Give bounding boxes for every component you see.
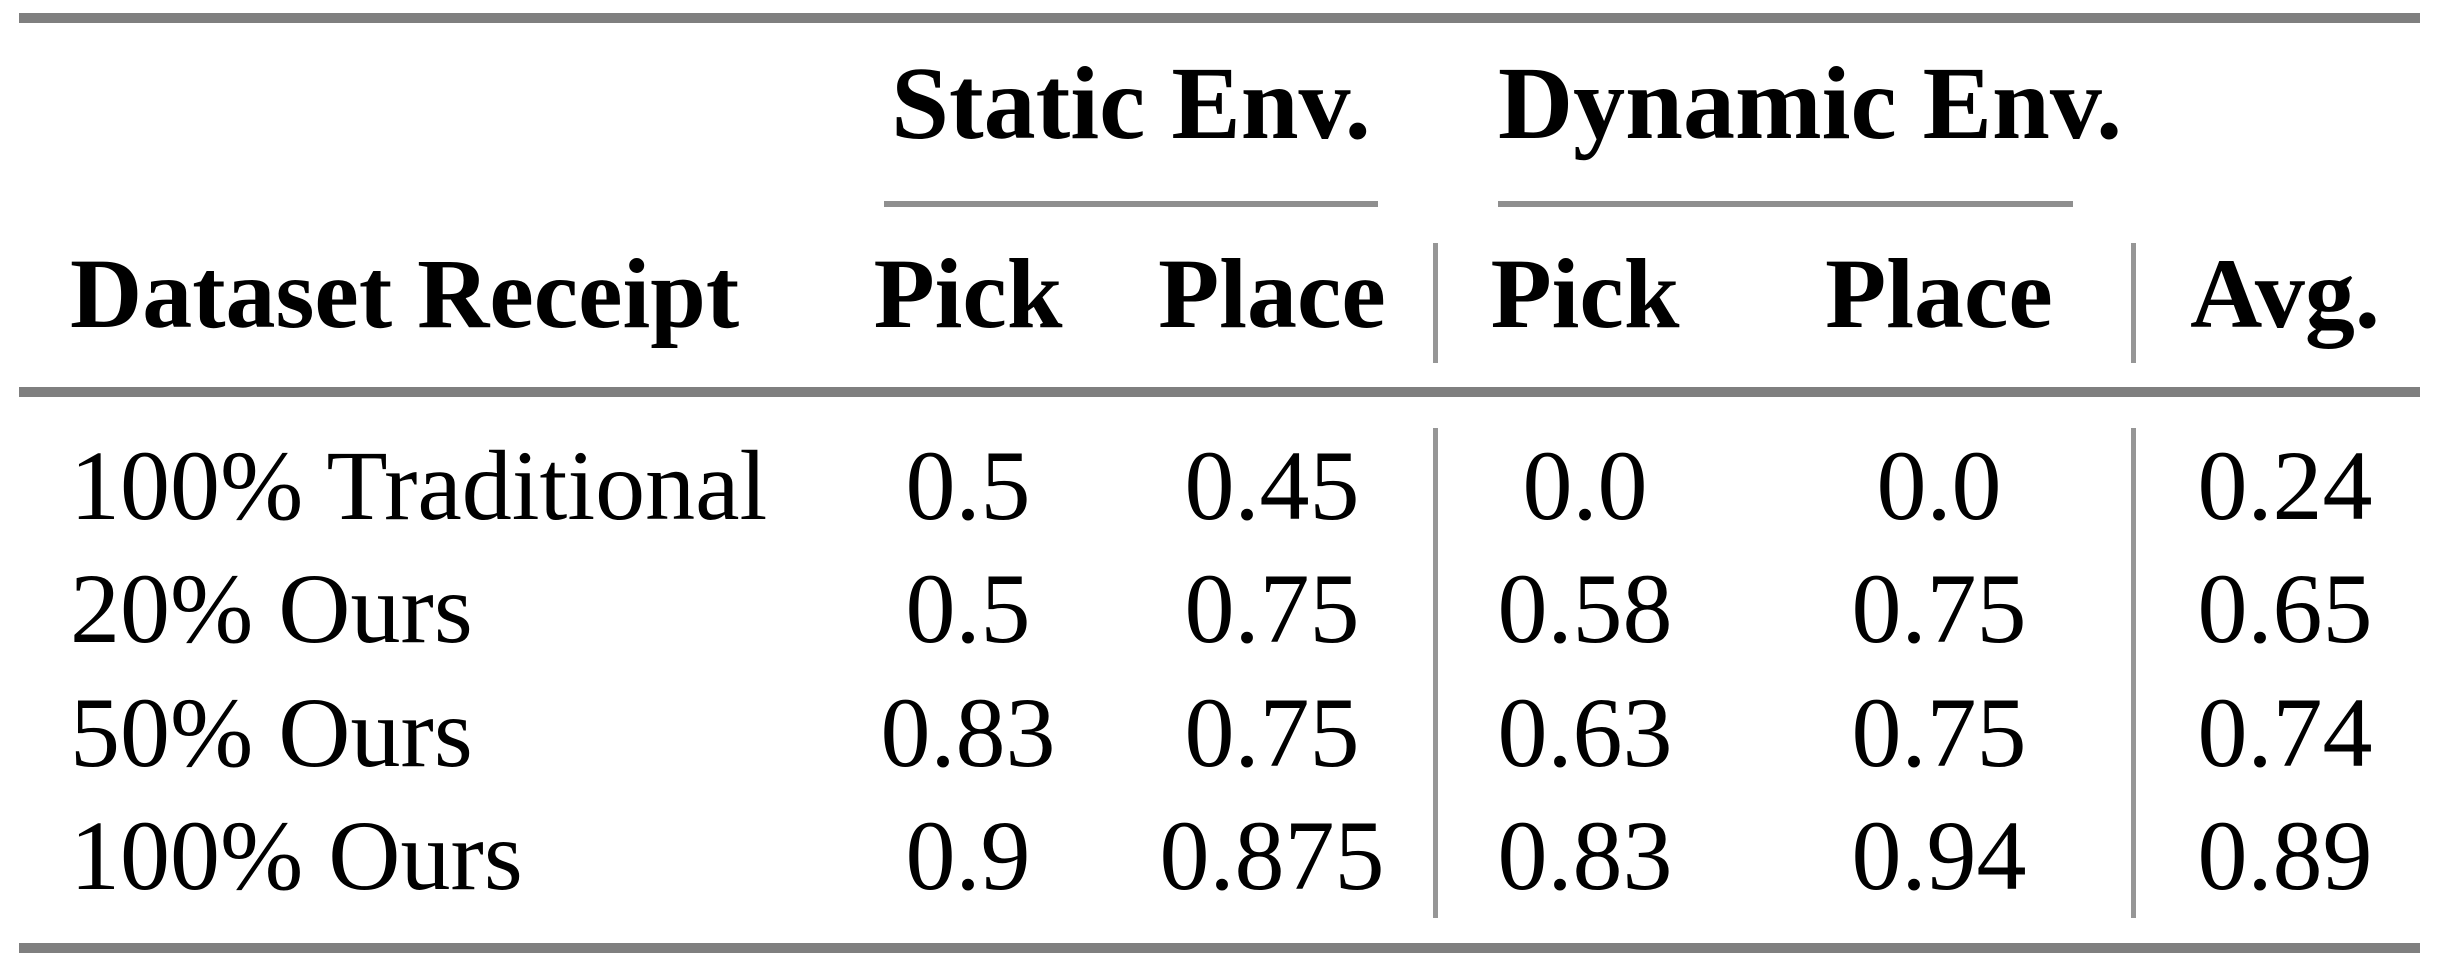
cell-static-place: 0.875 <box>1159 800 1385 911</box>
column-header-dataset-receipt: Dataset Receipt <box>70 238 740 349</box>
cell-dynamic-place: 0.75 <box>1851 677 2027 788</box>
vertical-rule-avg-body <box>2131 428 2136 918</box>
cell-avg: 0.24 <box>2197 430 2373 541</box>
vertical-rule-avg-header <box>2131 243 2136 363</box>
row-label: 50% Ours <box>70 677 473 788</box>
static-env-cmidrule <box>884 201 1378 207</box>
cell-static-place: 0.45 <box>1184 430 1360 541</box>
column-group-static-env: Static Env. <box>891 46 1371 161</box>
cell-dynamic-place: 0.75 <box>1851 553 2027 664</box>
cell-dynamic-pick: 0.58 <box>1497 553 1673 664</box>
row-label: 20% Ours <box>70 553 473 664</box>
cell-static-place: 0.75 <box>1184 677 1360 788</box>
cell-static-pick: 0.5 <box>905 553 1031 664</box>
bottom-rule <box>19 943 2420 953</box>
cell-static-pick: 0.83 <box>880 677 1056 788</box>
cell-dynamic-place: 0.0 <box>1876 430 2002 541</box>
cell-dynamic-pick: 0.63 <box>1497 677 1673 788</box>
cell-static-place: 0.75 <box>1184 553 1360 664</box>
column-group-dynamic-env: Dynamic Env. <box>1498 46 2123 161</box>
column-header-avg: Avg. <box>2190 238 2380 349</box>
column-header-dynamic-place: Place <box>1825 238 2053 349</box>
vertical-rule-static-dynamic-header <box>1433 243 1438 363</box>
vertical-rule-static-dynamic-body <box>1433 428 1438 918</box>
column-header-dynamic-pick: Pick <box>1490 238 1680 349</box>
row-label: 100% Ours <box>70 800 523 911</box>
cell-avg: 0.65 <box>2197 553 2373 664</box>
cell-static-pick: 0.9 <box>905 800 1031 911</box>
cell-dynamic-pick: 0.0 <box>1522 430 1648 541</box>
column-header-static-place: Place <box>1158 238 1386 349</box>
cell-dynamic-place: 0.94 <box>1851 800 2027 911</box>
header-separator-rule <box>19 387 2420 397</box>
row-label: 100% Traditional <box>70 430 768 541</box>
cell-avg: 0.89 <box>2197 800 2373 911</box>
cell-avg: 0.74 <box>2197 677 2373 788</box>
column-header-static-pick: Pick <box>873 238 1063 349</box>
top-rule <box>19 13 2420 23</box>
dynamic-env-cmidrule <box>1498 201 2073 207</box>
cell-dynamic-pick: 0.83 <box>1497 800 1673 911</box>
cell-static-pick: 0.5 <box>905 430 1031 541</box>
